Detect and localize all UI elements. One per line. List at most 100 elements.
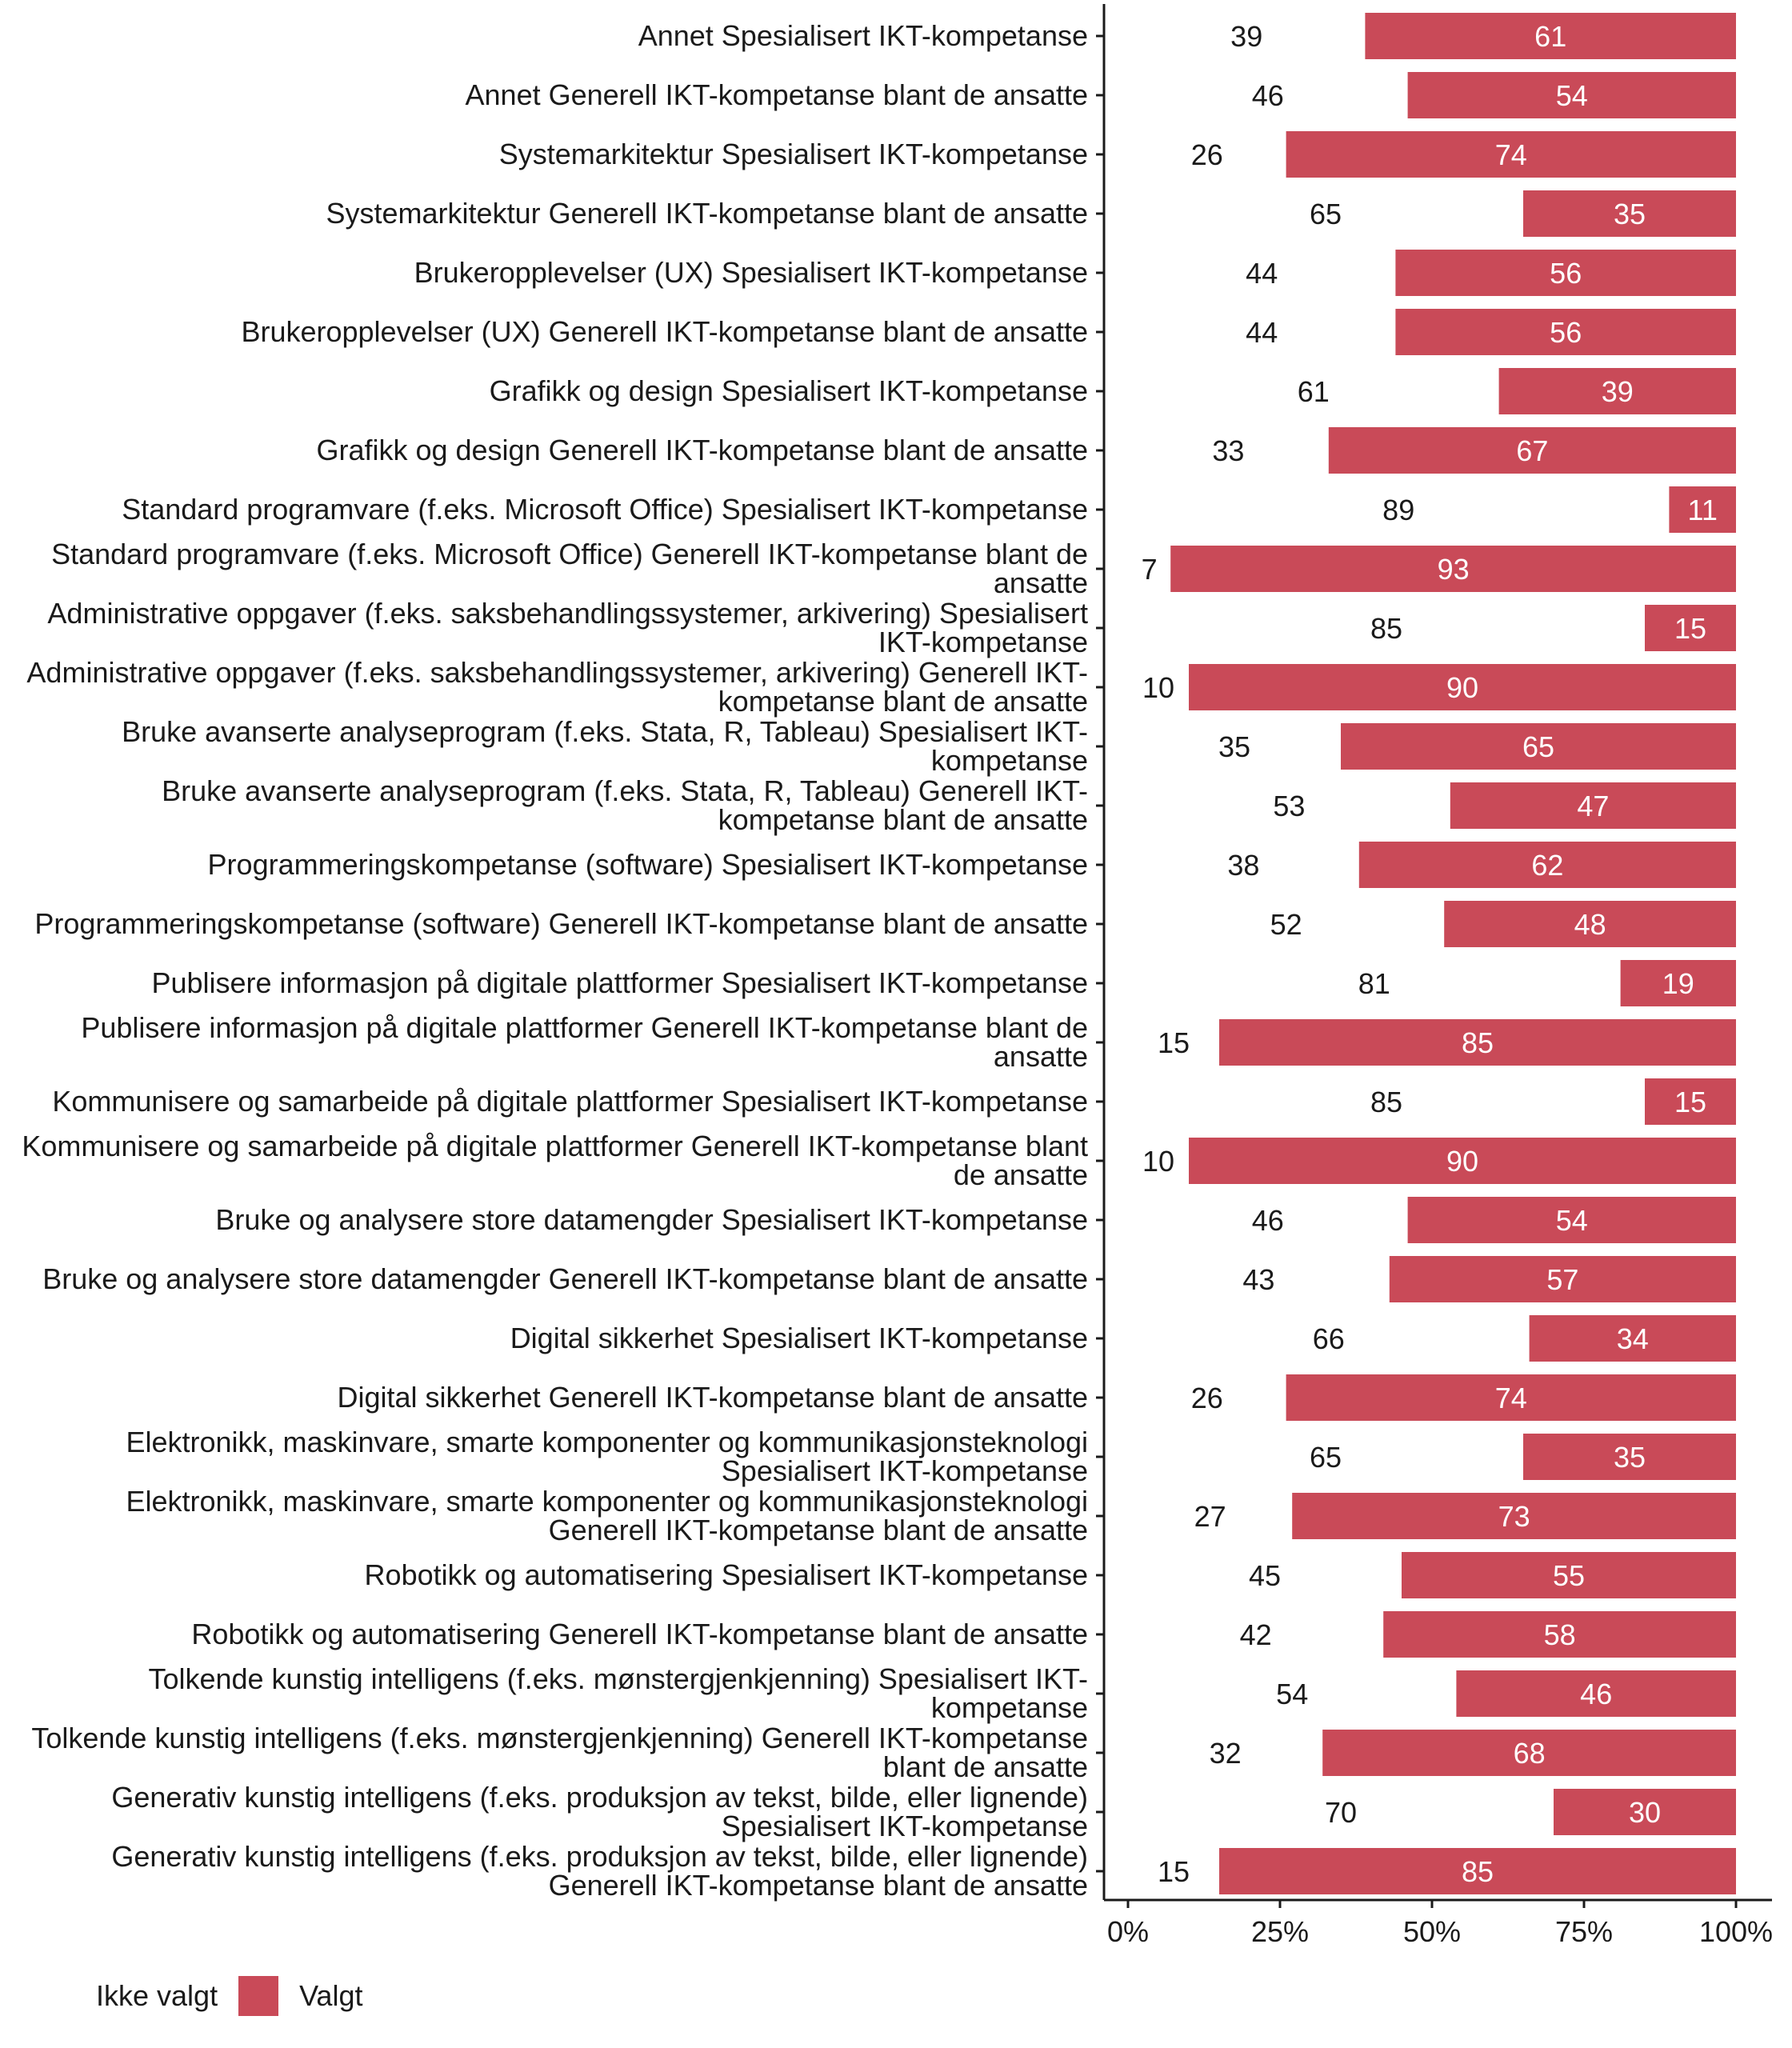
- bar-valgt: [1529, 1315, 1736, 1362]
- data-label-valgt: 74: [1495, 138, 1527, 171]
- data-label-ikke-valgt: 81: [1358, 967, 1390, 1000]
- y-tick-label: Systemarkitektur Generell IKT-kompetanse…: [326, 197, 1088, 230]
- bar-valgt: [1219, 1848, 1736, 1894]
- data-label-valgt: 19: [1662, 967, 1694, 1000]
- data-label-valgt: 67: [1516, 434, 1548, 467]
- data-label-ikke-valgt: 42: [1240, 1618, 1272, 1651]
- y-tick-label: Standard programvare (f.eks. Microsoft O…: [122, 493, 1088, 526]
- data-label-valgt: 73: [1498, 1500, 1530, 1533]
- data-label-valgt: 11: [1688, 494, 1718, 526]
- bar-valgt: [1286, 1374, 1736, 1421]
- data-label-ikke-valgt: 39: [1230, 20, 1262, 53]
- data-label-valgt: 90: [1446, 1145, 1478, 1178]
- data-label-ikke-valgt: 15: [1158, 1855, 1190, 1888]
- bar-valgt: [1645, 605, 1736, 651]
- y-tick-label: Brukeropplevelser (UX) Spesialisert IKT-…: [414, 256, 1088, 289]
- y-tick-label: Elektronikk, maskinvare, smarte komponen…: [126, 1426, 1088, 1487]
- y-tick-label: Bruke og analysere store datamengder Gen…: [42, 1262, 1088, 1295]
- y-tick-label: Digital sikkerhet Generell IKT-kompetans…: [337, 1381, 1089, 1414]
- legend-label-ikke-valgt: Ikke valgt: [96, 1979, 218, 2012]
- bar-valgt: [1389, 1256, 1736, 1302]
- data-label-valgt: 61: [1534, 20, 1566, 53]
- bar-valgt: [1383, 1611, 1736, 1658]
- bar-valgt: [1341, 723, 1736, 770]
- y-tick-label: Grafikk og design Generell IKT-kompetans…: [316, 434, 1088, 466]
- bar-valgt: [1395, 309, 1736, 355]
- data-label-valgt: 54: [1556, 1204, 1588, 1237]
- bar-valgt: [1395, 250, 1736, 296]
- legend-label-valgt: Valgt: [299, 1979, 363, 2012]
- data-label-ikke-valgt: 52: [1270, 908, 1302, 941]
- data-label-valgt: 55: [1553, 1559, 1585, 1592]
- data-label-ikke-valgt: 65: [1310, 1441, 1342, 1474]
- bar-valgt: [1322, 1730, 1736, 1776]
- data-label-valgt: 48: [1574, 908, 1606, 941]
- data-label-valgt: 85: [1462, 1026, 1494, 1059]
- data-label-ikke-valgt: 53: [1273, 790, 1305, 822]
- data-label-ikke-valgt: 46: [1252, 79, 1284, 112]
- data-label-ikke-valgt: 38: [1227, 849, 1259, 882]
- data-label-ikke-valgt: 85: [1370, 1086, 1402, 1118]
- data-label-ikke-valgt: 66: [1313, 1322, 1345, 1355]
- data-label-ikke-valgt: 33: [1212, 434, 1244, 467]
- legend: Ikke valgt Valgt: [96, 1976, 362, 2016]
- bar-valgt: [1170, 546, 1736, 592]
- data-label-ikke-valgt: 54: [1276, 1678, 1308, 1710]
- y-tick-label: Kommunisere og samarbeide på digitale pl…: [22, 1130, 1088, 1191]
- data-label-ikke-valgt: 15: [1158, 1026, 1190, 1059]
- bar-valgt: [1219, 1019, 1736, 1066]
- x-tick-label: 100%: [1699, 1915, 1773, 1948]
- data-label-valgt: 68: [1514, 1737, 1546, 1770]
- data-label-valgt: 15: [1674, 612, 1706, 645]
- bar-valgt: [1292, 1493, 1736, 1539]
- bar-valgt: [1358, 842, 1736, 888]
- data-label-ikke-valgt: 44: [1246, 316, 1278, 349]
- data-label-ikke-valgt: 10: [1142, 671, 1174, 704]
- data-label-valgt: 74: [1495, 1382, 1527, 1414]
- x-tick-label: 50%: [1403, 1915, 1461, 1948]
- data-label-valgt: 35: [1614, 1441, 1646, 1474]
- data-label-valgt: 93: [1438, 553, 1470, 586]
- legend-key-valgt: [238, 1976, 279, 2016]
- y-tick-label: Digital sikkerhet Spesialisert IKT-kompe…: [510, 1322, 1088, 1354]
- y-tick-label: Standard programvare (f.eks. Microsoft O…: [51, 538, 1088, 599]
- data-label-ikke-valgt: 26: [1191, 138, 1223, 171]
- data-label-valgt: 15: [1674, 1086, 1706, 1118]
- data-label-valgt: 57: [1546, 1263, 1578, 1296]
- bar-valgt: [1407, 1197, 1736, 1243]
- data-label-valgt: 39: [1602, 375, 1634, 408]
- bar-valgt: [1286, 131, 1736, 178]
- y-tick-label: Grafikk og design Spesialisert IKT-kompe…: [489, 374, 1088, 407]
- y-tick-label: Bruke avanserte analyseprogram (f.eks. S…: [122, 715, 1088, 777]
- y-tick-label: Bruke og analysere store datamengder Spe…: [215, 1203, 1088, 1236]
- data-label-valgt: 35: [1614, 198, 1646, 230]
- bar-valgt: [1498, 368, 1736, 414]
- bar-valgt: [1450, 782, 1736, 829]
- bar-valgt: [1189, 1138, 1736, 1184]
- data-label-ikke-valgt: 32: [1210, 1737, 1242, 1770]
- bar-valgt: [1523, 1434, 1736, 1480]
- y-tick-label: Programmeringskompetanse (software) Spes…: [207, 848, 1088, 881]
- x-tick-label: 0%: [1107, 1915, 1149, 1948]
- data-label-ikke-valgt: 35: [1218, 730, 1250, 763]
- data-label-valgt: 34: [1617, 1322, 1649, 1355]
- data-label-valgt: 54: [1556, 79, 1588, 112]
- bar-valgt: [1669, 486, 1736, 533]
- y-tick-label: Administrative oppgaver (f.eks. saksbeha…: [26, 656, 1088, 718]
- data-label-valgt: 46: [1580, 1678, 1612, 1710]
- y-tick-label: Programmeringskompetanse (software) Gene…: [34, 907, 1088, 940]
- y-tick-label: Systemarkitektur Spesialisert IKT-kompet…: [498, 138, 1088, 170]
- x-tick-label: 25%: [1251, 1915, 1309, 1948]
- bar-valgt: [1645, 1078, 1736, 1125]
- y-tick-label: Annet Spesialisert IKT-kompetanse: [638, 19, 1088, 52]
- data-label-ikke-valgt: 45: [1249, 1559, 1281, 1592]
- bar-valgt: [1620, 960, 1736, 1006]
- data-label-valgt: 62: [1531, 849, 1563, 882]
- y-tick-label: Generativ kunstig intelligens (f.eks. pr…: [111, 1840, 1088, 1902]
- y-tick-label: Annet Generell IKT-kompetanse blant de a…: [465, 78, 1088, 111]
- data-label-valgt: 47: [1577, 790, 1609, 822]
- data-label-ikke-valgt: 85: [1370, 612, 1402, 645]
- bar-valgt: [1328, 427, 1736, 474]
- data-label-valgt: 30: [1629, 1796, 1661, 1829]
- data-label-valgt: 90: [1446, 671, 1478, 704]
